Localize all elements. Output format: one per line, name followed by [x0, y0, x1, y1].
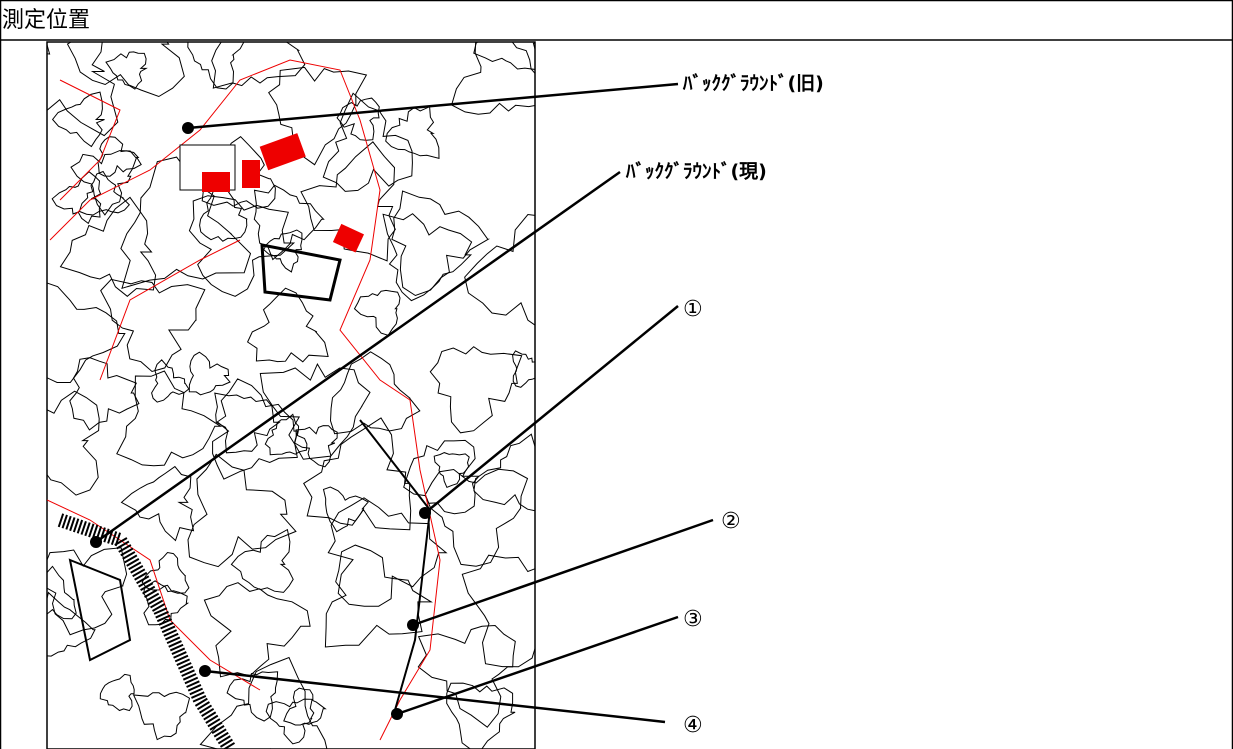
contour: [188, 195, 296, 297]
contour: [100, 278, 206, 373]
contour: [353, 289, 401, 336]
contour: [132, 691, 191, 741]
contour: [116, 370, 223, 467]
contour: [265, 698, 315, 745]
contour-lines: [47, 42, 535, 749]
measurement-point: [407, 619, 419, 631]
leader-line: [424, 305, 679, 514]
point-label: ④: [683, 713, 703, 738]
contour: [300, 141, 396, 262]
leader-line: [412, 518, 714, 627]
contour: [151, 359, 190, 403]
contour: [246, 287, 329, 363]
contour: [66, 42, 185, 98]
contour: [99, 673, 135, 712]
contour: [47, 42, 119, 137]
contour: [47, 591, 96, 657]
contour: [69, 357, 140, 431]
contour: [324, 544, 433, 648]
contour: [327, 497, 448, 607]
contour: [322, 486, 369, 533]
contour: [283, 687, 327, 726]
callouts: ﾊﾞｯｸｸﾞﾗｳﾝﾄﾞ(旧) ﾊﾞｯｸｸﾞﾗｳﾝﾄﾞ(現) ① ② ③ ④: [90, 72, 824, 738]
contour: [464, 213, 535, 326]
contour: [417, 624, 516, 728]
contour: [382, 213, 473, 302]
contour: [47, 282, 126, 383]
point-label: ③: [683, 607, 703, 632]
contour: [211, 42, 306, 89]
point-label: ﾊﾞｯｸｸﾞﾗｳﾝﾄﾞ(旧): [682, 72, 824, 95]
contour: [199, 182, 248, 242]
header-title: 測定位置: [2, 8, 90, 33]
contour: [141, 551, 190, 594]
contour: [47, 390, 100, 496]
map-features: [47, 59, 441, 749]
contour: [322, 92, 413, 192]
contour: [253, 184, 325, 261]
contour: [329, 351, 421, 435]
contour: [433, 452, 470, 489]
contour: [51, 171, 102, 225]
contour: [188, 351, 231, 396]
contour: [78, 170, 130, 216]
measurement-point: [419, 507, 431, 519]
contour: [230, 528, 294, 593]
leader-line: [187, 82, 679, 130]
contour: [424, 468, 529, 567]
contour: [473, 42, 535, 70]
point-label: ②: [721, 509, 741, 534]
contour: [268, 66, 368, 166]
map: [46, 41, 536, 749]
contour: [473, 433, 535, 512]
measurement-point: [199, 665, 211, 677]
point-label: ﾊﾞｯｸｸﾞﾗｳﾝﾄﾞ(現): [625, 160, 767, 183]
contour: [294, 425, 338, 468]
contour: [51, 91, 105, 148]
contour: [47, 565, 77, 620]
contour: [385, 105, 440, 159]
contour: [259, 363, 371, 460]
contour: [203, 582, 311, 678]
contour: [214, 392, 281, 454]
contour: [187, 453, 297, 568]
leader-line: [204, 669, 666, 724]
leader-line: [95, 170, 621, 544]
contour: [512, 350, 535, 388]
contour: [446, 682, 516, 749]
contour: [303, 417, 412, 531]
contour: [120, 156, 252, 290]
contour: [429, 346, 523, 434]
measurement-point: [391, 708, 403, 720]
contour: [461, 554, 535, 668]
measurement-point: [90, 536, 102, 548]
contour: [403, 439, 480, 515]
contour: [59, 196, 157, 297]
contour: [226, 671, 279, 722]
contour: [187, 42, 245, 90]
contour: [451, 42, 535, 115]
measurement-point: [182, 122, 194, 134]
point-label: ①: [683, 297, 703, 322]
contour: [105, 51, 148, 90]
